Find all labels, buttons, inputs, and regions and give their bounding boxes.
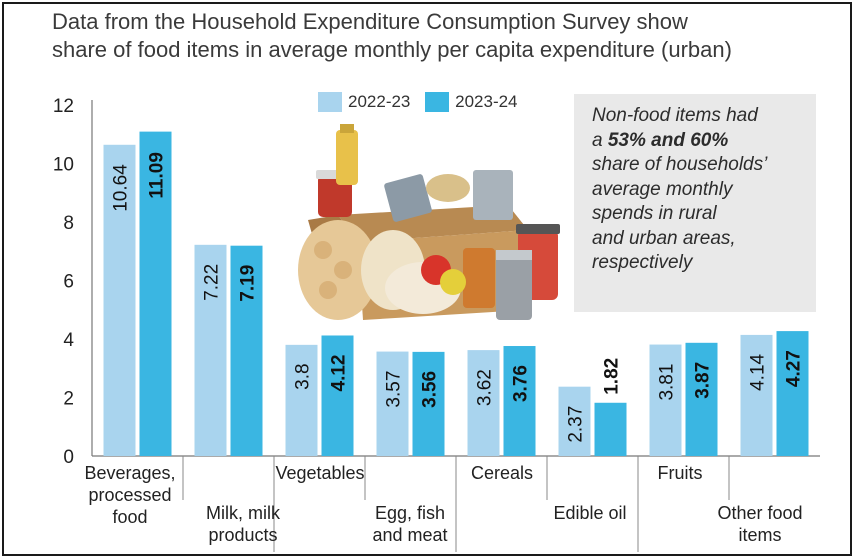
data-label: 3.57	[384, 371, 405, 408]
category-label: Vegetables	[260, 462, 380, 484]
bar-2023-24-7	[776, 331, 809, 456]
bar-2023-24-0	[139, 131, 172, 456]
note-line-3: share of households’	[592, 154, 768, 175]
bar-2022-23-1	[194, 244, 227, 456]
bar-2022-23-3	[376, 351, 409, 456]
note-line-6: and urban areas,	[592, 227, 736, 249]
category-label-line: food	[112, 507, 148, 527]
title-line-2: share of food items in average monthly p…	[52, 37, 732, 62]
note-highlight: 53% and 60%	[607, 129, 729, 151]
category-label-line: Edible oil	[553, 503, 627, 523]
category-label: Egg, fish and meat	[350, 502, 470, 546]
legend-item-2022-23: 2022-23	[318, 92, 410, 112]
bar-2022-23-5	[558, 386, 591, 456]
bar-2023-24-5	[594, 402, 627, 456]
y-tick-label: 2	[63, 389, 74, 410]
category-label: Fruits	[620, 462, 740, 484]
data-label: 4.14	[748, 353, 769, 390]
note-text: Non-food items had a 53% and 60% share o…	[592, 104, 812, 276]
y-tick-label: 4	[63, 330, 74, 351]
data-label: 1.82	[602, 358, 623, 395]
legend-label-2022-23: 2022-23	[348, 92, 411, 111]
category-label-line: Vegetables	[275, 463, 365, 483]
category-label-line: products	[208, 525, 278, 545]
note-line-2: a 53% and 60%	[592, 129, 812, 154]
data-label: 3.81	[657, 364, 678, 401]
category-label-line: processed	[88, 485, 172, 505]
data-label: 10.64	[111, 164, 132, 212]
category-label: Cereals	[442, 462, 562, 484]
bar-2022-23-6	[649, 344, 682, 456]
category-label-line: Beverages,	[84, 463, 176, 483]
bar-2022-23-7	[740, 334, 773, 456]
data-label: 2.37	[566, 406, 587, 443]
category-label-line: Fruits	[657, 463, 703, 483]
y-tick-label: 8	[63, 213, 74, 234]
bar-2022-23-2	[285, 344, 318, 456]
note-line-5: spends in rural	[592, 203, 717, 224]
note-box	[574, 94, 816, 312]
data-label: 4.12	[329, 355, 350, 392]
category-label-line: Milk, milk	[206, 503, 280, 523]
y-tick-label: 12	[53, 96, 74, 117]
note-line-4: average monthly	[592, 178, 733, 200]
chart-legend: 2022-23 2023-24	[318, 92, 528, 117]
data-label: 3.87	[693, 362, 714, 399]
y-tick-label: 0	[63, 447, 74, 468]
legend-swatch-2022-23	[318, 92, 342, 112]
legend-swatch-2023-24	[425, 92, 450, 112]
category-label-line: items	[738, 525, 782, 545]
chart-title: Data from the Household Expenditure Cons…	[52, 8, 842, 64]
data-label: 7.22	[202, 264, 223, 301]
legend-item-2023-24: 2023-24	[425, 92, 518, 112]
category-label: Other food items	[700, 502, 820, 546]
bar-2023-24-1	[230, 245, 263, 456]
note-line-2-prefix: a	[592, 129, 608, 151]
legend-label-2023-24: 2023-24	[455, 92, 518, 111]
category-label: Beverages, processed food	[70, 462, 190, 528]
data-label: 11.09	[147, 152, 168, 199]
data-label: 3.62	[475, 369, 496, 406]
data-label: 7.19	[238, 265, 259, 302]
data-label: 4.27	[784, 350, 805, 387]
category-label: Edible oil	[530, 502, 650, 524]
grocery-basket-image	[298, 124, 560, 320]
category-label: Milk, milk products	[183, 502, 303, 546]
title-line-1: Data from the Household Expenditure Cons…	[52, 9, 688, 34]
category-label-line: and meat	[372, 525, 448, 545]
category-label-line: Cereals	[470, 463, 534, 483]
data-label: 3.76	[511, 365, 532, 402]
bar-2022-23-0	[103, 144, 136, 456]
note-line-7: respectively	[592, 252, 693, 273]
bar-2023-24-6	[685, 342, 718, 456]
note-line-1: Non-food items had	[592, 105, 758, 126]
category-label-line: Other food	[717, 503, 803, 523]
category-label-line: Egg, fish	[374, 503, 446, 523]
bar-2023-24-3	[412, 351, 445, 456]
bar-2022-23-4	[467, 350, 500, 456]
bar-2023-24-4	[503, 346, 536, 456]
y-tick-label: 10	[53, 155, 74, 176]
bar-2023-24-2	[321, 335, 354, 456]
data-label: 3.56	[420, 371, 441, 408]
y-tick-label: 6	[63, 272, 74, 293]
data-label: 3.8	[293, 363, 314, 389]
